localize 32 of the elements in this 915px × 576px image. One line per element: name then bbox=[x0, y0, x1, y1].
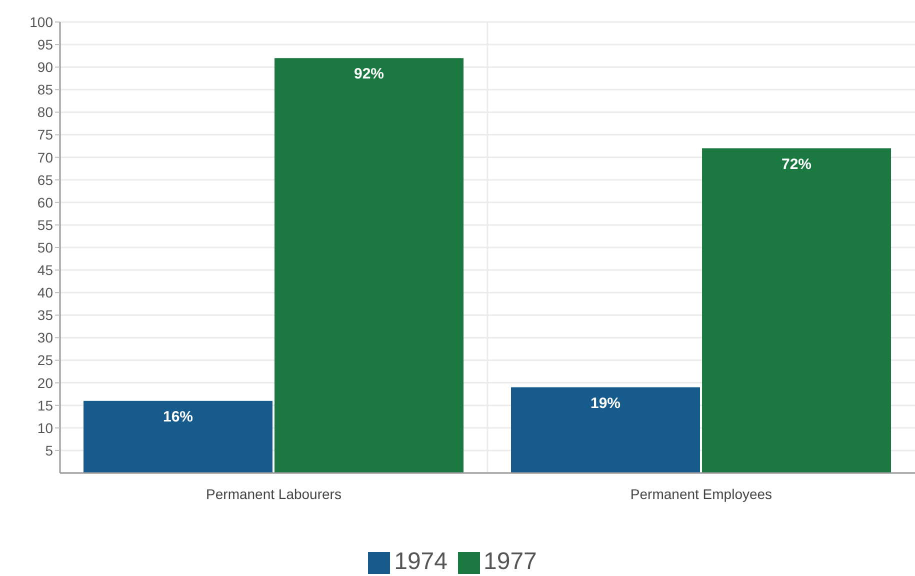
data-label: 92% bbox=[354, 66, 384, 83]
x-tick-label: Permanent Labourers bbox=[206, 486, 342, 502]
y-tick-label: 5 bbox=[45, 442, 54, 458]
y-tick-label: 85 bbox=[37, 82, 54, 98]
y-tick-label: 50 bbox=[37, 239, 54, 256]
data-label: 16% bbox=[162, 408, 194, 426]
y-tick-label: 60 bbox=[37, 194, 54, 210]
bar bbox=[702, 148, 892, 473]
bar bbox=[511, 387, 700, 473]
legend-label: 1974 bbox=[394, 548, 448, 575]
y-tick-label: 30 bbox=[37, 330, 54, 346]
bar bbox=[84, 400, 273, 473]
y-tick-label: 80 bbox=[37, 104, 54, 120]
y-tick-label: 75 bbox=[37, 126, 54, 143]
y-tick-label: 55 bbox=[37, 216, 54, 233]
x-tick-label: Permanent Employees bbox=[630, 486, 772, 502]
y-tick-label: 10 bbox=[37, 420, 54, 436]
legend-label: 1977 bbox=[484, 548, 537, 575]
y-tick-label: 40 bbox=[37, 284, 54, 301]
y-tick-label: 70 bbox=[37, 149, 54, 166]
y-tick-label: 15 bbox=[37, 397, 54, 414]
y-tick-label: 45 bbox=[37, 262, 54, 278]
data-label: 72% bbox=[781, 156, 812, 173]
y-tick-label: 100 bbox=[30, 14, 54, 30]
y-tick-label: 35 bbox=[37, 307, 54, 324]
y-tick-label: 65 bbox=[37, 172, 54, 188]
y-tick-label: 95 bbox=[37, 36, 54, 53]
y-tick-label: 25 bbox=[37, 352, 54, 368]
y-tick-label: 20 bbox=[37, 374, 54, 391]
data-label: 19% bbox=[590, 394, 621, 412]
bar bbox=[274, 58, 464, 473]
y-tick-label: 90 bbox=[37, 59, 54, 76]
